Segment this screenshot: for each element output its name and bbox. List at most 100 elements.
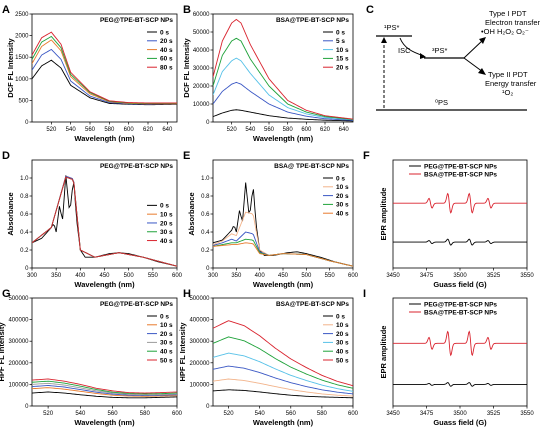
y-tick-label: 500000: [8, 296, 29, 302]
series-line: [213, 109, 353, 122]
legend-label: 0 s: [160, 29, 169, 36]
x-tick-label: 540: [75, 411, 86, 417]
legend-label: 20 s: [336, 65, 349, 72]
x-axis-label: Guass field (G): [433, 418, 487, 427]
x-tick-label: 620: [320, 127, 331, 133]
x-tick-label: 560: [108, 411, 119, 417]
x-tick-label: 350: [231, 273, 242, 279]
x-axis-label: Wavelength (nm): [253, 134, 314, 143]
y-axis-label: HPF FL Intensity: [178, 322, 187, 382]
panel-label: B: [183, 4, 191, 16]
legend-label: BSA@TPE-BT-SCP NPs: [424, 171, 497, 178]
x-tick-label: 300: [27, 273, 38, 279]
series-line: [32, 387, 177, 397]
legend-label: 0 s: [336, 313, 345, 320]
y-tick-label: 200000: [8, 361, 29, 367]
x-axis-label: Wavelength (nm): [74, 418, 135, 427]
series-lines: [213, 182, 353, 267]
plot-frame: [31, 297, 178, 407]
pdt-mechanism-diagram: C ¹PS* ISC ³PS* Type I PDT Electron tran…: [366, 4, 541, 111]
series-line: [213, 242, 353, 267]
chart-panel-f: F 3450 3475 3500 3525 3550 Guass field (G) EPR …: [363, 150, 534, 289]
series-lines: [32, 378, 177, 399]
y-tick-label: 0.6: [201, 212, 210, 218]
x-tick-label: 450: [278, 273, 289, 279]
type1-species: •OH H₂O₂ O₂⁻: [481, 27, 529, 36]
x-tick-label: 520: [224, 411, 235, 417]
y-tick-label: 400000: [8, 318, 29, 324]
series-line: [32, 176, 177, 267]
legend-label: 30 s: [336, 340, 349, 347]
legend: 0 s 10 s 20 s 30 s 40 s50 s: [147, 313, 173, 364]
type1-subtitle: Electron transfer: [485, 18, 541, 27]
series-lines: [213, 320, 353, 399]
y-tick-label: 300000: [8, 339, 29, 345]
series-line: [213, 211, 353, 267]
legend-label: 10 s: [336, 47, 349, 54]
x-tick-label: 640: [162, 127, 173, 133]
legend-label: 50 s: [336, 357, 349, 364]
y-tick-label: 30000: [193, 66, 210, 72]
series-line: [213, 389, 353, 399]
series-line: [32, 31, 177, 104]
x-tick-label: 600: [172, 411, 183, 417]
legend-label: 40 s: [336, 349, 349, 356]
y-tick-label: 0.8: [20, 194, 29, 200]
type2-arrowhead: [478, 68, 486, 75]
y-tick-label: 0: [206, 266, 210, 272]
x-tick-label: 640: [339, 127, 350, 133]
x-tick-label: 560: [264, 127, 275, 133]
legend-label: 0 s: [160, 313, 169, 320]
type2-subtitle: Energy transfer: [485, 79, 537, 88]
series-line: [213, 238, 353, 267]
legend: 0 s 20 s 40 s 60 s 80 s: [147, 29, 173, 72]
panel-label: F: [363, 150, 370, 162]
chart-panel-i: I 3450 3475 3500 3525 3550 Guass field (G) EPR …: [363, 288, 534, 427]
y-tick-label: 0.6: [20, 212, 29, 218]
series-lines: [393, 330, 527, 387]
chart-title: BSA@TPE-BT-SCP NPs: [276, 301, 349, 308]
t1-label: ³PS*: [432, 46, 448, 55]
x-tick-label: 600: [348, 411, 359, 417]
y-tick-label: 0: [25, 266, 29, 272]
legend-label: 80 s: [160, 65, 173, 72]
x-axis-label: Guass field (G): [433, 280, 487, 289]
y-tick-label: 1500: [15, 55, 29, 61]
series-line: [32, 176, 177, 267]
legend-label: 50 s: [160, 357, 173, 364]
y-tick-label: 1.0: [20, 176, 29, 182]
chart-title: PEG@TPE-BT-SCP NPs: [100, 301, 173, 308]
x-tick-label: 540: [245, 127, 256, 133]
legend-label: 0 s: [336, 175, 345, 182]
legend-label: 10 s: [160, 322, 173, 329]
chart-panel-b: B BSA@TPE-BT-SCP NPs 520 540 560 580 600 620 640…: [182, 4, 354, 143]
legend: 0 s10 s20 s30 s40 s: [323, 175, 349, 218]
plot-frame: [212, 159, 354, 269]
y-tick-label: 60000: [193, 12, 210, 18]
legend: 0 s 5 s 10 s 15 s 20 s: [323, 29, 349, 72]
plot-frame: [31, 13, 178, 123]
x-tick-label: 560: [286, 411, 297, 417]
x-tick-label: 500: [301, 273, 312, 279]
legend: 0 s10 s20 s30 s40 s: [147, 203, 173, 245]
x-tick-label: 620: [143, 127, 154, 133]
panel-label-c: C: [366, 4, 374, 16]
x-tick-label: 350: [51, 273, 62, 279]
y-axis-label: HPF FL Intensity: [0, 322, 6, 382]
x-tick-label: 540: [66, 127, 77, 133]
x-axis-label: Wavelength (nm): [253, 418, 314, 427]
x-tick-label: 540: [255, 411, 266, 417]
panel-label: E: [183, 150, 190, 162]
x-tick-label: 550: [148, 273, 159, 279]
x-tick-label: 3525: [487, 273, 501, 279]
series-line: [32, 175, 177, 267]
series-line: [213, 336, 353, 389]
legend-label: PEG@TPE-BT-SCP NPs: [424, 301, 497, 308]
x-tick-label: 560: [85, 127, 96, 133]
y-tick-label: 100000: [8, 382, 29, 388]
legend-label: 0 s: [160, 203, 169, 210]
chart-title: BSA@ TPE-BT-SCP NPs: [274, 163, 349, 170]
y-tick-label: 0: [25, 120, 29, 126]
x-tick-label: 3450: [386, 411, 400, 417]
x-tick-label: 520: [46, 127, 57, 133]
